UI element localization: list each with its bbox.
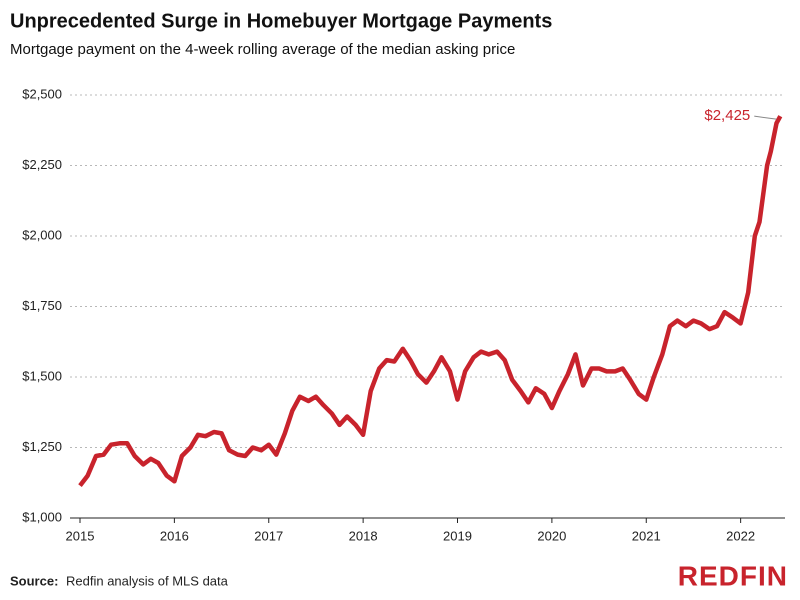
x-tick-label: 2021 [632, 528, 661, 543]
x-tick-label: 2017 [254, 528, 283, 543]
x-tick-label: 2019 [443, 528, 472, 543]
y-tick-label: $1,000 [22, 509, 62, 524]
source-label: Source: [10, 573, 58, 588]
x-tick-label: 2018 [349, 528, 378, 543]
y-tick-label: $2,500 [22, 86, 62, 101]
x-tick-label: 2015 [66, 528, 95, 543]
brand-logo: REDFIN [678, 560, 788, 591]
value-label: $2,425 [704, 107, 750, 124]
chart-subtitle: Mortgage payment on the 4-week rolling a… [10, 41, 515, 58]
data-line [78, 115, 783, 487]
source: Redfin analysis of MLS data [66, 573, 229, 588]
x-tick-label: 2020 [537, 528, 566, 543]
x-tick-label: 2016 [160, 528, 189, 543]
y-tick-label: $1,250 [22, 439, 62, 454]
y-tick-label: $2,000 [22, 227, 62, 242]
chart-title: Unprecedented Surge in Homebuyer Mortgag… [10, 10, 552, 32]
x-tick-label: 2022 [726, 528, 755, 543]
y-tick-label: $1,750 [22, 298, 62, 313]
y-tick-label: $2,250 [22, 157, 62, 172]
y-tick-label: $1,500 [22, 368, 62, 383]
label-leader [754, 115, 777, 120]
